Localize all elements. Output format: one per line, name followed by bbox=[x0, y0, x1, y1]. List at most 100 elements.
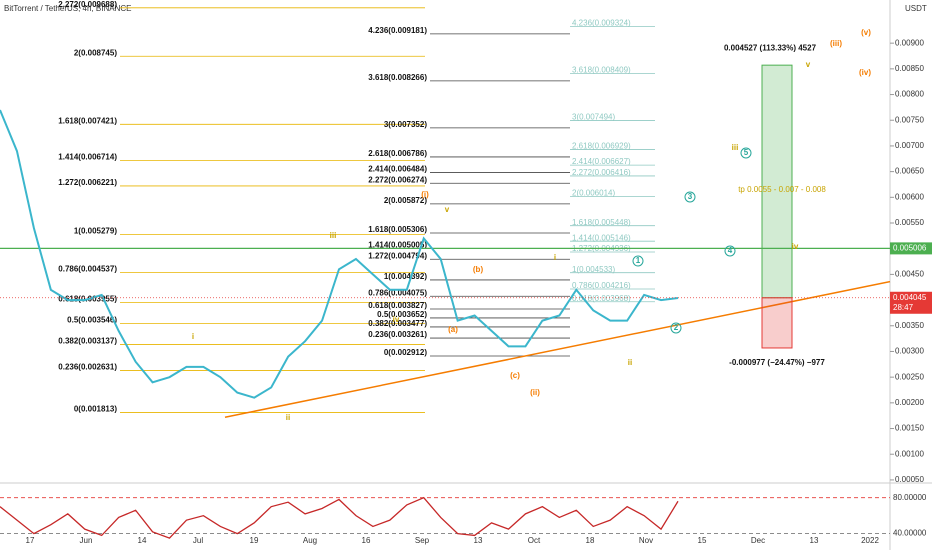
fib-label: 3.618(0.008266) bbox=[368, 73, 427, 82]
fib-label: 0.382(0.003477) bbox=[368, 319, 427, 328]
fib-label: 2.618(0.006929) bbox=[572, 142, 631, 151]
wave-circle bbox=[740, 147, 752, 159]
x-tick-label: Sep bbox=[415, 536, 430, 545]
fib-label: 1.272(0.006221) bbox=[58, 178, 117, 187]
fib-label: 0.786(0.004216) bbox=[572, 281, 631, 290]
y-tick-label: 0.00550 bbox=[895, 218, 924, 227]
y-tick-label: 0.00050 bbox=[895, 475, 924, 484]
x-tick-label: 13 bbox=[810, 536, 819, 545]
x-tick-label: 14 bbox=[138, 536, 147, 545]
fib-label: 2.272(0.009688) bbox=[58, 0, 117, 9]
position-note: tp 0.0055 - 0.007 - 0.008 bbox=[738, 185, 826, 194]
price-tag bbox=[890, 242, 932, 255]
fib-label: 1(0.004533) bbox=[572, 265, 615, 274]
wave-label: iv bbox=[792, 242, 799, 251]
y-tick-label: 0.00250 bbox=[895, 372, 924, 381]
wave-label: (a) bbox=[448, 325, 458, 334]
y-tick-label: 0.00900 bbox=[895, 38, 924, 47]
y-tick-label: 0.00450 bbox=[895, 269, 924, 278]
y-tick-label: 0.00700 bbox=[895, 141, 924, 150]
fib-label: 2.618(0.006786) bbox=[368, 149, 427, 158]
countdown: 28:47 bbox=[893, 303, 914, 312]
y-tick-label: 0.00850 bbox=[895, 64, 924, 73]
fib-label: 1(0.005279) bbox=[74, 226, 117, 235]
rsi-tick-label: 40.00000 bbox=[893, 529, 927, 538]
wave-label: v bbox=[445, 205, 450, 214]
fib-label: 2(0.005872) bbox=[384, 196, 427, 205]
wave-label: iv bbox=[393, 315, 400, 324]
y-tick-label: 0.00600 bbox=[895, 192, 924, 201]
price-tag-label: 0.005006 bbox=[893, 243, 927, 252]
fib-label: 0(0.001813) bbox=[74, 405, 117, 414]
wave-label: iii bbox=[330, 231, 337, 240]
price-tag bbox=[890, 291, 932, 314]
wave-label: ii bbox=[286, 413, 290, 422]
fib-label: 1.414(0.005146) bbox=[572, 233, 631, 242]
y-tick-label: 0.00150 bbox=[895, 424, 924, 433]
profit-zone bbox=[761, 64, 793, 299]
wave-label: (iv) bbox=[859, 68, 871, 77]
fib-label: 0.382(0.003137) bbox=[58, 337, 117, 346]
y-tick-label: 0.00750 bbox=[895, 115, 924, 124]
rsi-tick-label: 80.00000 bbox=[893, 493, 927, 502]
fib-label: 3.618(0.008409) bbox=[572, 66, 631, 75]
wave-circle bbox=[684, 191, 696, 203]
wave-label: (iii) bbox=[830, 39, 842, 48]
fib-label: 0.236(0.003261) bbox=[368, 330, 427, 339]
fib-label: 1.414(0.005005) bbox=[368, 241, 427, 250]
wave-label: 3 bbox=[688, 192, 693, 201]
fib-label: 1.618(0.005306) bbox=[368, 225, 427, 234]
x-tick-label: 2022 bbox=[861, 536, 879, 545]
fib-label: 2.272(0.006274) bbox=[368, 175, 427, 184]
wave-label: (b) bbox=[473, 265, 484, 274]
price-line bbox=[0, 109, 679, 399]
profit-label: 0.004527 (113.33%) 4527 bbox=[724, 43, 817, 52]
fib-label: 1(0.004392) bbox=[384, 272, 427, 281]
trendline bbox=[224, 280, 891, 418]
x-tick-label: 18 bbox=[586, 536, 595, 545]
fib-label: 1.414(0.006714) bbox=[58, 153, 117, 162]
wave-label: i bbox=[192, 332, 194, 341]
fib-label: 4.236(0.009181) bbox=[368, 26, 427, 35]
x-tick-label: 16 bbox=[362, 536, 371, 545]
wave-label: (v) bbox=[861, 28, 871, 37]
fib-label: 2(0.008745) bbox=[74, 48, 117, 57]
y-tick-label: 0.00300 bbox=[895, 347, 924, 356]
x-tick-label: 17 bbox=[26, 536, 35, 545]
wave-label: 4 bbox=[728, 246, 733, 255]
loss-zone bbox=[761, 297, 793, 349]
fib-label: 1.272(0.004794) bbox=[368, 251, 427, 260]
wave-label: 5 bbox=[744, 148, 749, 157]
x-tick-label: Aug bbox=[303, 536, 317, 545]
fib-label: 0(0.002912) bbox=[384, 348, 427, 357]
fib-label: 4.236(0.009324) bbox=[572, 19, 631, 28]
fib-label: 0.236(0.002631) bbox=[58, 363, 117, 372]
y-tick-label: 0.00800 bbox=[895, 90, 924, 99]
wave-circle bbox=[724, 245, 736, 257]
price-tag-label: 0.004045 bbox=[893, 293, 927, 302]
rsi-line bbox=[0, 496, 679, 539]
wave-label: iii bbox=[732, 143, 739, 152]
fib-label: 0.618(0.003968) bbox=[572, 294, 631, 303]
fib-label: 3(0.007494) bbox=[572, 113, 615, 122]
x-tick-label: 13 bbox=[474, 536, 483, 545]
fib-label: 0.618(0.003827) bbox=[368, 301, 427, 310]
x-tick-label: Jun bbox=[80, 536, 93, 545]
fib-label: 0.786(0.004075) bbox=[368, 288, 427, 297]
y-tick-label: 0.00100 bbox=[895, 449, 924, 458]
fib-label: 1.618(0.005448) bbox=[572, 218, 631, 227]
x-tick-label: Oct bbox=[528, 536, 541, 545]
chart-title: BitTorrent / TetherUS, 4h, BINANCE bbox=[4, 4, 131, 13]
y-tick-label: 0.00200 bbox=[895, 398, 924, 407]
fib-label: 0.5(0.003546) bbox=[67, 316, 117, 325]
wave-circle bbox=[632, 255, 644, 267]
fib-label: 2.414(0.006484) bbox=[368, 165, 427, 174]
wave-label: 2 bbox=[674, 323, 679, 332]
wave-label: (ii) bbox=[530, 388, 540, 397]
y-unit: USDT bbox=[905, 4, 927, 13]
fib-label: 0.5(0.003652) bbox=[377, 310, 427, 319]
wave-label: (i) bbox=[421, 190, 429, 199]
fib-label: 1.618(0.007421) bbox=[58, 116, 117, 125]
